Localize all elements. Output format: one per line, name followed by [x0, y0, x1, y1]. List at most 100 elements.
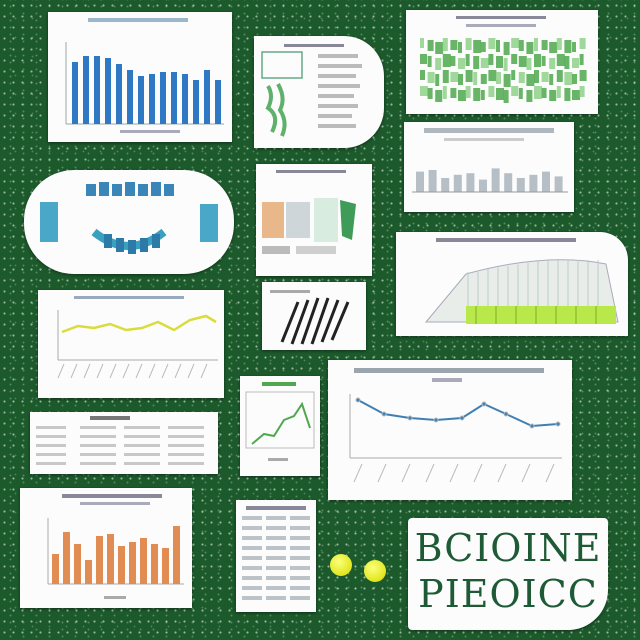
- axis-tick-label: [174, 363, 182, 379]
- green-line-chart-card: [240, 376, 320, 476]
- green-mark: [480, 74, 487, 84]
- green-mark: [518, 40, 524, 51]
- axis-tick-label: [161, 363, 169, 379]
- blue-bar: [204, 70, 210, 124]
- gray-bar: [554, 176, 563, 192]
- green-mark: [541, 72, 549, 82]
- green-mark: [526, 74, 535, 86]
- green-mark: [511, 38, 520, 48]
- sheet-cell: [242, 556, 262, 560]
- green-mark: [465, 38, 472, 50]
- green-mark: [427, 56, 432, 67]
- axis-tick-label: [96, 363, 104, 379]
- yellow-line-chart-card: [38, 290, 224, 398]
- green-mark: [511, 86, 519, 96]
- green-mark: [496, 56, 503, 68]
- green-mark: [473, 88, 481, 101]
- yellow-line-chart: [57, 296, 218, 379]
- orange-bar: [118, 546, 125, 584]
- axis-tick-label: [200, 363, 208, 379]
- poster-line-2: PIEOICC: [418, 572, 598, 616]
- table-cell: [36, 462, 66, 465]
- blue-bar: [83, 56, 89, 124]
- blue-line-chart-card: [328, 360, 572, 500]
- multi-panel-figure-card: [256, 164, 372, 276]
- text-poster-card: BCIOINE PIEOICC: [408, 518, 608, 630]
- green-mark: [549, 42, 558, 53]
- green-mark: [427, 88, 433, 99]
- green-mark: [435, 58, 442, 70]
- green-texture-chart-card: [406, 10, 598, 114]
- multi-panel-figure: [262, 170, 356, 254]
- table-cell: [36, 453, 66, 456]
- table-cell: [124, 453, 160, 456]
- sheet-cell: [290, 576, 310, 580]
- green-mark: [496, 40, 500, 52]
- green-mark: [534, 38, 538, 51]
- green-mark: [572, 42, 576, 52]
- sheet-cell: [266, 566, 286, 570]
- orange-bar-chart-card: [20, 488, 192, 608]
- green-mark: [435, 74, 440, 86]
- axis-tick-label: [449, 463, 459, 483]
- orange-bar: [74, 544, 81, 584]
- sheet-cell: [266, 586, 286, 590]
- green-mark: [442, 38, 448, 51]
- green-mark: [526, 42, 534, 54]
- green-mark: [473, 40, 482, 53]
- table-cell: [36, 426, 66, 429]
- green-mark: [526, 90, 533, 102]
- sheet-cell: [266, 596, 286, 600]
- green-mark: [579, 86, 585, 97]
- line-point: [529, 423, 535, 429]
- green-mark: [549, 58, 556, 69]
- axis-tick-label: [521, 463, 531, 483]
- orange-bar: [107, 534, 114, 584]
- table-cell: [124, 435, 160, 438]
- green-mark: [435, 90, 443, 102]
- green-mark: [458, 74, 463, 85]
- sheet-cell: [266, 526, 286, 530]
- green-mark: [420, 54, 427, 64]
- spreadsheet-doc-card: [236, 500, 316, 612]
- green-mark: [480, 42, 486, 52]
- blue-bar: [127, 70, 133, 124]
- green-mark: [488, 86, 495, 97]
- striped-figure: [270, 290, 350, 345]
- blue-bar: [160, 72, 166, 124]
- green-mark: [503, 42, 510, 55]
- green-mark: [450, 40, 458, 50]
- orange-bar: [162, 548, 169, 584]
- blue-bar: [182, 74, 188, 124]
- green-mark: [465, 70, 473, 82]
- gray-bar: [516, 178, 525, 192]
- table-cell: [124, 444, 160, 447]
- green-mark: [473, 72, 478, 85]
- green-mark: [442, 86, 447, 99]
- orange-bar: [151, 544, 158, 584]
- green-mark: [564, 56, 570, 69]
- green-mark: [518, 56, 527, 67]
- gray-bar: [466, 173, 475, 192]
- axis-tick-label: [473, 463, 483, 483]
- green-mark: [450, 88, 457, 98]
- orange-bar: [140, 538, 147, 584]
- table-cell: [36, 444, 66, 447]
- table-cell: [80, 444, 116, 447]
- table-cell: [168, 453, 204, 456]
- sheet-cell: [290, 516, 310, 520]
- green-mark: [541, 56, 546, 66]
- green-mark: [572, 58, 579, 68]
- green-mark: [496, 88, 504, 100]
- poster-line-1: BCIOINE: [414, 526, 602, 570]
- green-figure-doc: [261, 44, 362, 137]
- axis-tick-label: [135, 363, 143, 379]
- green-mark: [579, 38, 586, 49]
- line-point: [503, 411, 509, 417]
- table-cell: [36, 435, 66, 438]
- yellow-blob: [330, 554, 352, 576]
- green-mark: [473, 56, 480, 69]
- table-cell: [80, 462, 116, 465]
- orange-bar: [96, 536, 103, 584]
- green-mark: [579, 54, 584, 65]
